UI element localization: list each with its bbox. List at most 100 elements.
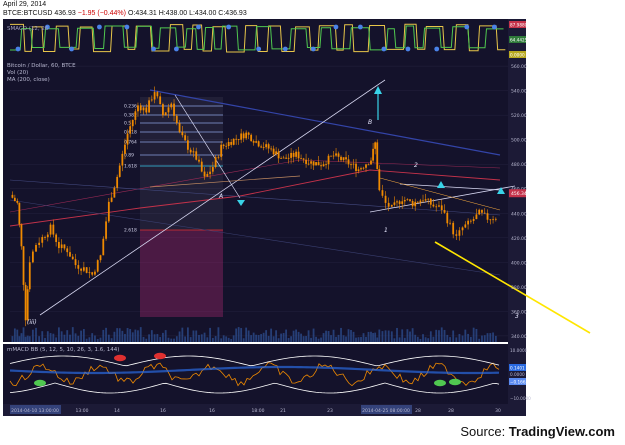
candle-body — [300, 158, 302, 160]
candle-body — [435, 206, 438, 208]
candle-body — [290, 152, 292, 158]
candle-body — [96, 260, 99, 272]
time-axis-tick: 2014-04-25 08:00:00 — [362, 408, 410, 414]
candle-body — [452, 222, 455, 235]
candle-body — [46, 234, 49, 238]
candle-body — [184, 135, 187, 141]
volume-bar — [262, 332, 265, 342]
volume-bar — [252, 332, 255, 342]
candle-body — [483, 212, 486, 214]
time-axis-tick: 18:00 — [252, 408, 265, 414]
support-line — [149, 175, 301, 188]
candle-body — [94, 271, 96, 275]
volume-bar — [44, 337, 46, 342]
candle-body — [419, 200, 422, 203]
candle-body — [173, 103, 175, 116]
candle-body — [342, 157, 345, 161]
candle-body — [116, 176, 119, 188]
candle-body — [486, 213, 489, 220]
candle-body — [360, 168, 362, 170]
candle-body — [285, 157, 288, 159]
candle-body — [150, 99, 153, 101]
volume-bar — [142, 336, 145, 342]
candle-body — [472, 219, 475, 221]
ma-red-line — [9, 169, 501, 227]
volume-bar — [381, 331, 384, 342]
top-indicator-dot — [405, 46, 411, 52]
fib-level-label: 1.618 — [124, 164, 137, 170]
candle-body — [167, 107, 170, 113]
volume-bar — [167, 337, 170, 342]
volume-bar — [265, 330, 268, 342]
volume-bar — [13, 328, 16, 342]
price-change: −1.95 (−0.44%) — [77, 10, 126, 17]
top-indicator-dot — [151, 46, 156, 52]
volume-bar — [131, 332, 134, 342]
volume-bar — [94, 335, 96, 342]
candle-body — [88, 272, 91, 274]
volume-bar — [322, 333, 325, 342]
candle-body — [414, 201, 417, 207]
volume-bar — [195, 330, 198, 342]
volume-bar — [74, 333, 77, 342]
volume-bar — [237, 327, 240, 342]
top-indicator-dot — [196, 24, 201, 30]
candle-body — [63, 244, 66, 249]
top-indicator-dot — [15, 46, 21, 52]
volume-bar — [277, 338, 280, 342]
bottom-indicator-signal — [449, 378, 461, 386]
ma-legend: MA (200, close) — [7, 77, 50, 83]
top-indicator-dot — [357, 24, 363, 30]
bottom-indicator-series — [9, 382, 500, 394]
candle-body — [245, 132, 248, 139]
source-credit: Source: TradingView.com — [460, 424, 615, 439]
candle-body — [28, 262, 31, 290]
candle-body — [455, 234, 458, 236]
top-indicator-dot — [310, 46, 316, 52]
candle-body — [129, 126, 132, 134]
top-indicator-dot — [381, 46, 387, 52]
bottom-value-marker — [509, 364, 526, 371]
top-indicator-dot — [226, 24, 232, 30]
candle-body — [260, 146, 263, 148]
candle-body — [20, 224, 23, 247]
candle-body — [370, 160, 372, 165]
volume-bar — [31, 329, 34, 342]
volume-bar — [337, 334, 340, 342]
volume-bar — [28, 336, 31, 342]
volume-bar — [18, 336, 21, 342]
volume-bar — [464, 329, 467, 342]
volume-bar — [121, 330, 124, 342]
volume-bar — [411, 328, 414, 342]
candle-body — [192, 151, 195, 153]
volume-bar — [57, 327, 60, 342]
candle-body — [275, 151, 278, 155]
volume-bar — [330, 335, 332, 342]
candle-body — [235, 138, 238, 140]
candle-body — [432, 204, 435, 207]
candle-body — [71, 256, 74, 260]
price-axis-tick: 540.00 — [511, 89, 527, 95]
volume-bar — [424, 337, 427, 342]
candle-body — [178, 123, 181, 132]
ma-magenta-line — [9, 159, 501, 213]
candle-body — [131, 119, 134, 127]
candle-body — [422, 200, 424, 202]
volume-bar — [446, 334, 449, 342]
price-axis-tick: 560.00 — [511, 64, 527, 70]
top-indicator-dot — [464, 24, 470, 30]
volume-bar — [222, 335, 225, 342]
candle-body — [403, 199, 406, 202]
candle-body — [189, 149, 192, 153]
candle-body — [393, 202, 396, 205]
volume-bar — [245, 327, 248, 342]
candle-body — [222, 144, 225, 146]
candle-body — [124, 144, 126, 154]
candle-body — [69, 252, 71, 257]
top-indicator-dot — [97, 24, 102, 30]
volume-bar — [406, 329, 409, 342]
wave-label: 3 — [515, 313, 519, 320]
volume-bar — [401, 329, 404, 342]
time-axis-tick: 16 — [160, 408, 166, 414]
